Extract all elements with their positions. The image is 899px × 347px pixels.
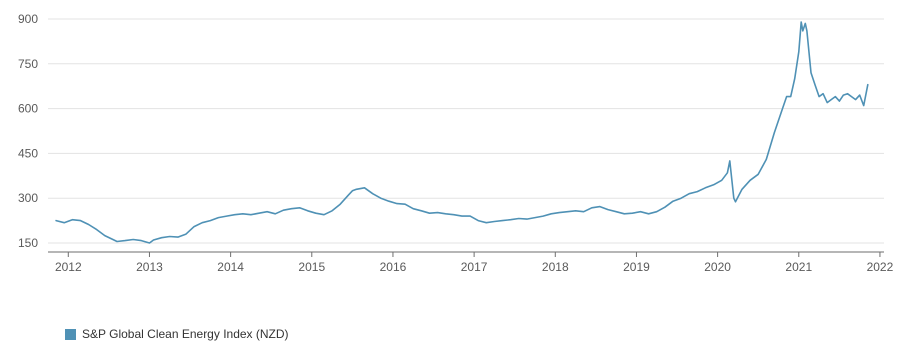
y-tick-label: 300 [18, 191, 38, 205]
y-tick-label: 600 [18, 102, 38, 116]
x-tick-label: 2021 [785, 260, 812, 274]
legend-label: S&P Global Clean Energy Index (NZD) [82, 327, 289, 341]
y-tick-label: 450 [18, 146, 38, 160]
x-tick-label: 2022 [867, 260, 894, 274]
y-tick-label: 900 [18, 12, 38, 26]
x-tick-label: 2012 [55, 260, 82, 274]
x-tick-label: 2016 [380, 260, 407, 274]
y-axis-ticks: 150 300 450 600 750 900 [18, 12, 38, 250]
x-tick-label: 2015 [298, 260, 325, 274]
x-tick-label: 2014 [217, 260, 244, 274]
x-axis-ticks: 2012 2013 2014 2015 2016 2017 2018 2019 2020 2021… [55, 252, 894, 274]
legend-swatch [65, 328, 76, 340]
x-tick-label: 2018 [542, 260, 569, 274]
series-line [55, 21, 869, 244]
series-group [55, 21, 869, 244]
y-tick-label: 150 [18, 236, 38, 250]
gridlines [48, 18, 884, 244]
x-tick-label: 2017 [461, 260, 488, 274]
x-tick-label: 2013 [136, 260, 163, 274]
legend: S&P Global Clean Energy Index (NZD) [65, 327, 289, 341]
y-tick-label: 750 [18, 57, 38, 71]
x-tick-label: 2019 [623, 260, 650, 274]
x-tick-label: 2020 [704, 260, 731, 274]
